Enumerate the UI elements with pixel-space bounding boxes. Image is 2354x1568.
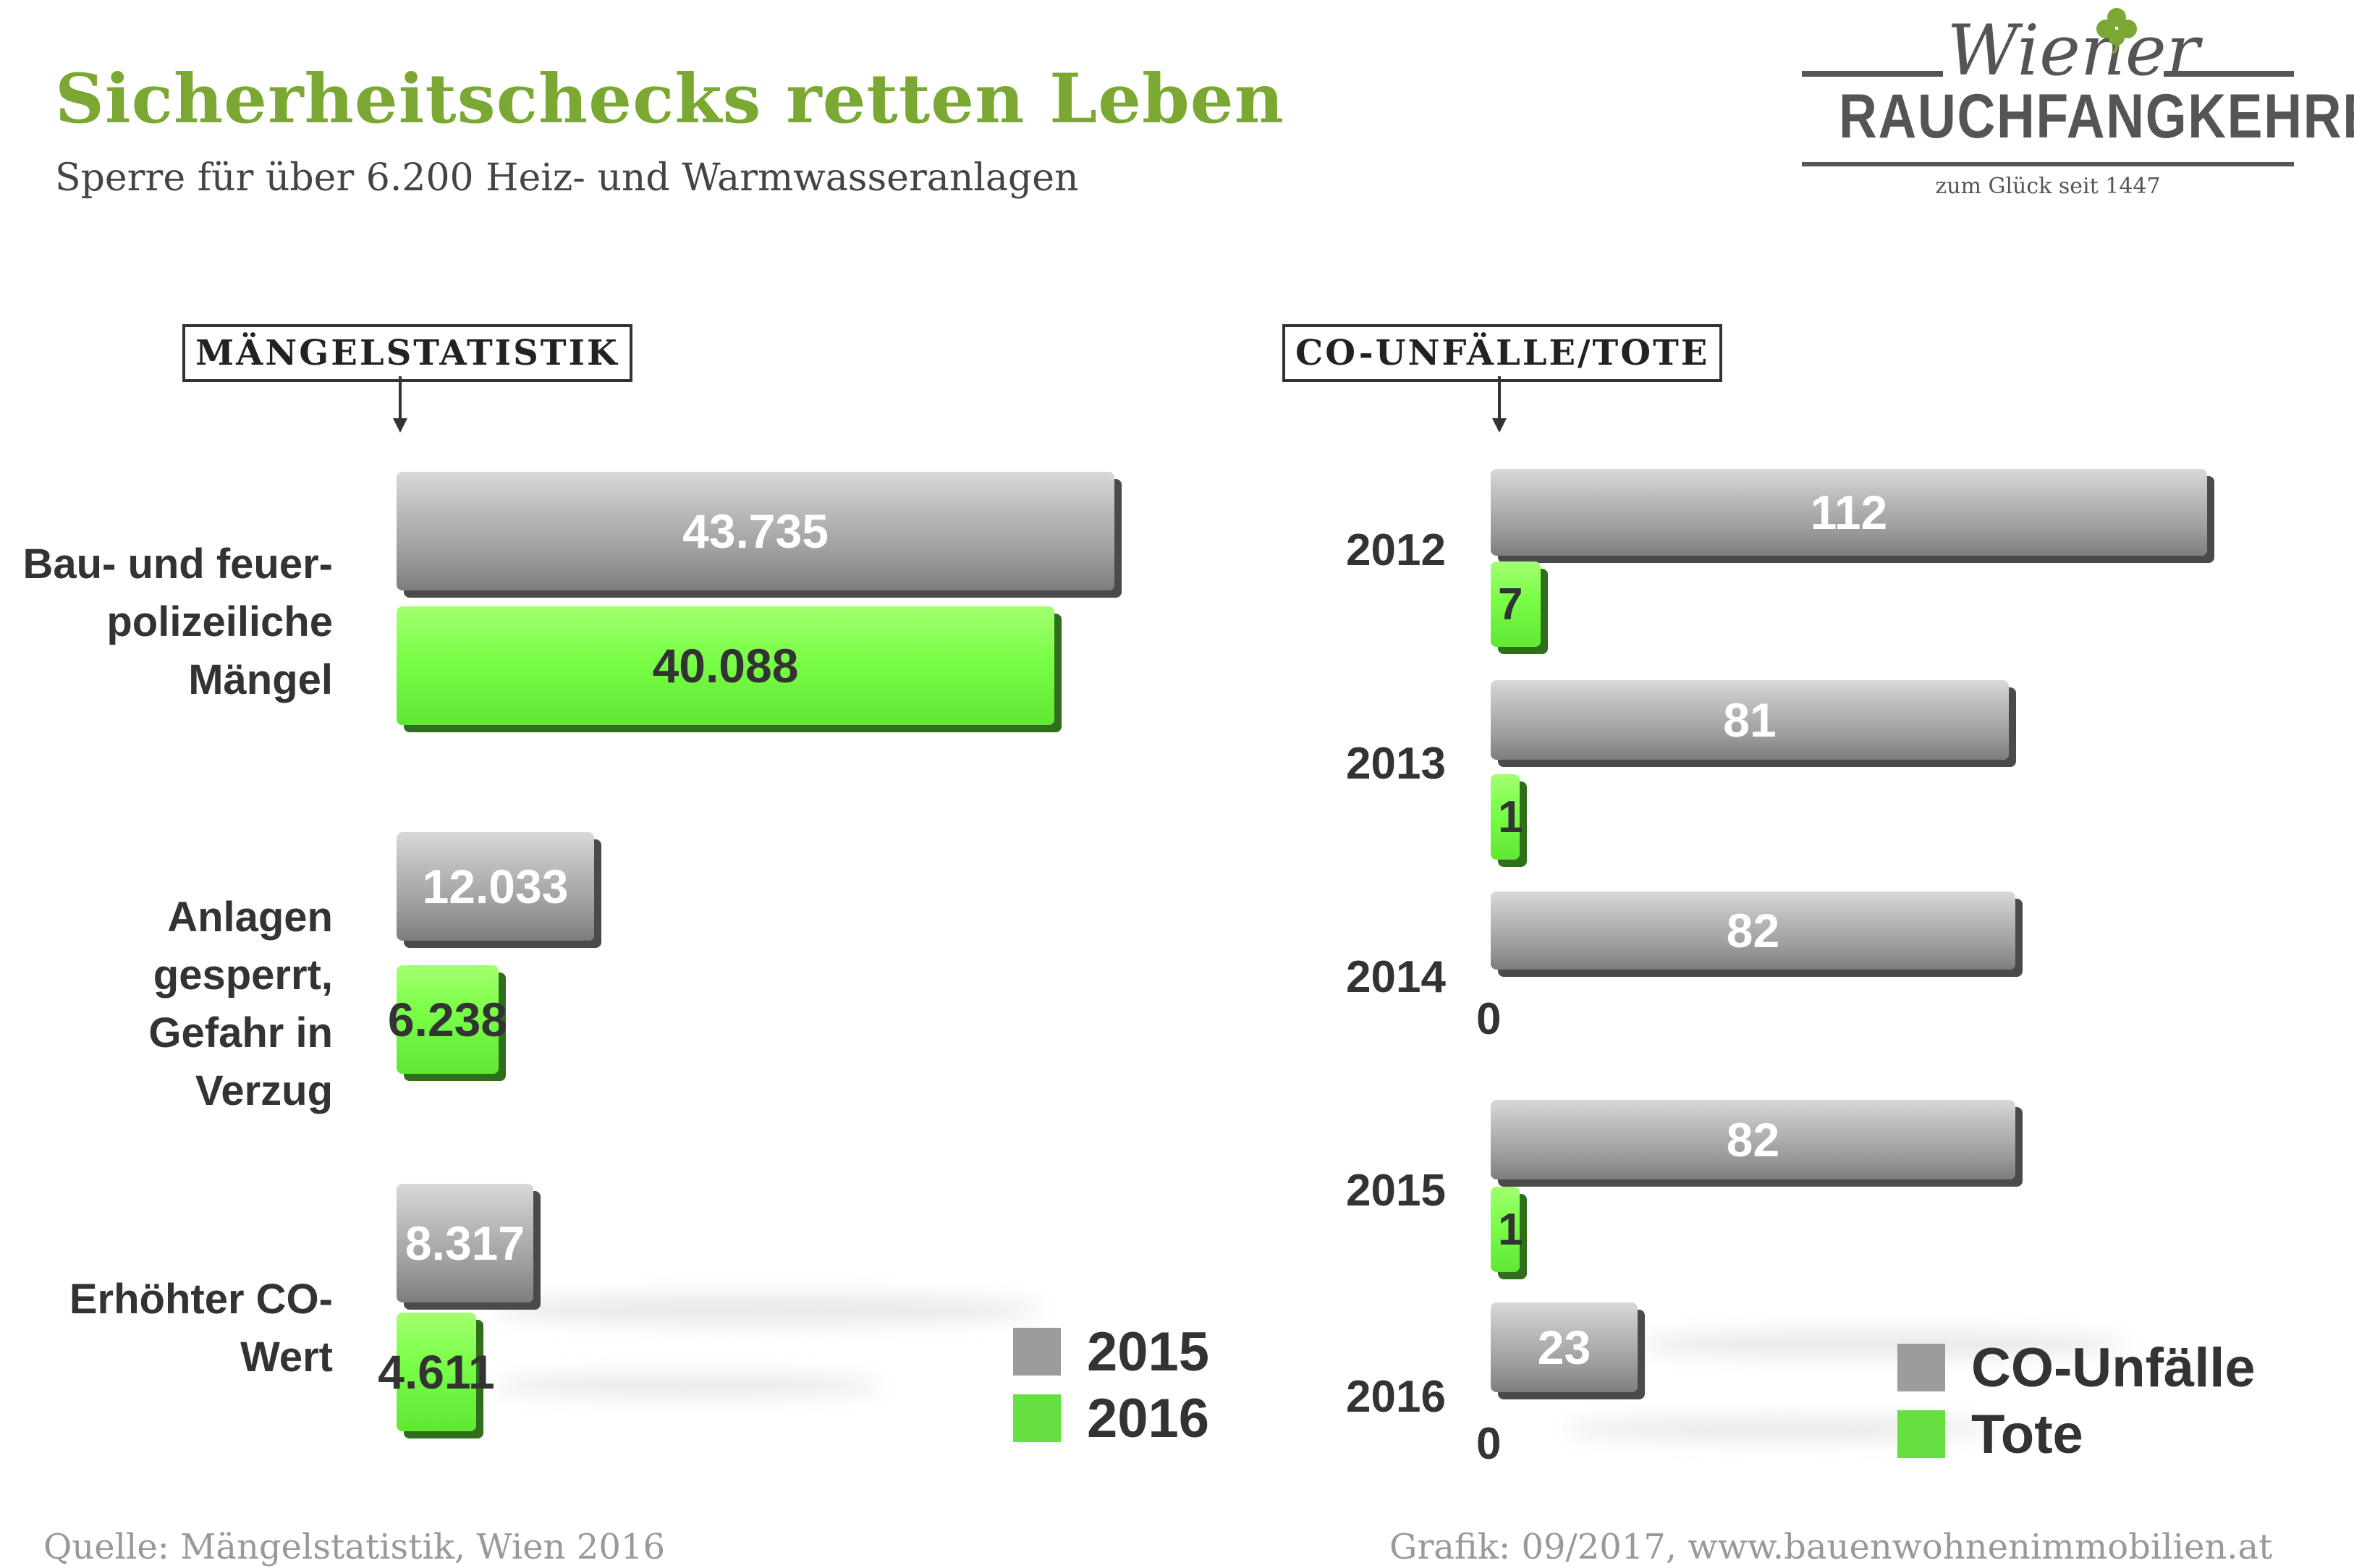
- year-label: 2012: [1346, 525, 1446, 575]
- arrow-down-icon: [1492, 376, 1507, 433]
- section-label-co-unfaelle: CO-UNFÄLLE/TOTE: [1282, 324, 1723, 382]
- bar-2016: 40.088: [397, 606, 1054, 725]
- bar-co-unfaelle: 82: [1491, 1100, 2015, 1179]
- bar-2015: 43.735: [397, 472, 1114, 590]
- category-label: Erhöhter CO-Wert: [69, 1276, 333, 1381]
- logo-script-text: Wiener: [1947, 10, 2200, 91]
- legend-item: 2016: [1013, 1385, 1209, 1452]
- brand-logo: Wiener RAUCHFANGKEHRER zum Glück seit 14…: [1802, 0, 2354, 217]
- arrow-down-icon: [393, 376, 407, 433]
- logo-rule-right: [2164, 71, 2294, 77]
- section-label-maengel: MÄNGELSTATISTIK: [182, 324, 632, 382]
- bar-2016: 6.238: [388, 965, 507, 1074]
- bar-2016: 4.611: [378, 1313, 495, 1431]
- page-title: Sicherheitschecks retten Leben: [55, 59, 1284, 139]
- bar-co-unfaelle: 23: [1491, 1302, 1638, 1392]
- year-label: 2015: [1346, 1166, 1446, 1216]
- logo-rule-left: [1802, 71, 1943, 77]
- legend-swatch-green: [1897, 1410, 1945, 1458]
- legend-swatch-green: [1013, 1394, 1061, 1442]
- category-label: Bau- und feuer-polizeiliche Mängel: [22, 541, 333, 703]
- bar-2015: 12.033: [397, 832, 594, 941]
- credit-note: Grafik: 09/2017, www.bauenwohnenimmobili…: [1389, 1527, 2273, 1567]
- bar-2015: 8.317: [397, 1184, 533, 1302]
- legend-swatch-gray: [1897, 1344, 1945, 1391]
- legend-maengel: 2015 2016: [1013, 1318, 1209, 1452]
- legend-label: 2015: [1087, 1321, 1210, 1383]
- bar-tote: 1: [1491, 1187, 1523, 1272]
- legend-swatch-gray: [1013, 1328, 1061, 1376]
- logo-rule-bottom: [1802, 162, 2294, 166]
- year-label: 2013: [1346, 739, 1446, 789]
- legend-item: Tote: [1897, 1401, 2256, 1467]
- bar-co-unfaelle: 112: [1491, 469, 2207, 556]
- bar-co-unfaelle: 81: [1491, 680, 2009, 760]
- bar-tote: 1: [1491, 774, 1523, 860]
- bar-tote: 7: [1491, 561, 1541, 647]
- bar-shadow: [492, 1295, 1042, 1324]
- logo-name: RAUCHFANGKEHRER: [1839, 82, 2354, 151]
- legend-label: 2016: [1087, 1387, 1210, 1449]
- legend-co-unfaelle: CO-Unfälle Tote: [1897, 1334, 2256, 1467]
- legend-label: Tote: [1971, 1403, 2083, 1465]
- year-label: 2016: [1346, 1372, 1446, 1422]
- legend-item: 2015: [1013, 1318, 1209, 1385]
- clover-icon: [2096, 8, 2137, 54]
- tote-zero-label: 0: [1476, 1419, 1502, 1469]
- legend-label: CO-Unfälle: [1971, 1336, 2256, 1399]
- bar-co-unfaelle: 82: [1491, 891, 2015, 970]
- year-label: 2014: [1346, 952, 1446, 1002]
- logo-tagline: zum Glück seit 1447: [1935, 174, 2161, 199]
- tote-zero-label: 0: [1476, 994, 1502, 1044]
- page-subtitle: Sperre für über 6.200 Heiz- und Warmwass…: [55, 156, 1079, 200]
- legend-item: CO-Unfälle: [1897, 1334, 2256, 1401]
- bar-shadow: [492, 1375, 883, 1397]
- category-label: Anlagen gesperrt, Gefahr in Verzug: [148, 894, 333, 1114]
- bar-shadow: [1635, 1331, 2128, 1357]
- source-note: Quelle: Mängelstatistik, Wien 2016: [43, 1527, 666, 1567]
